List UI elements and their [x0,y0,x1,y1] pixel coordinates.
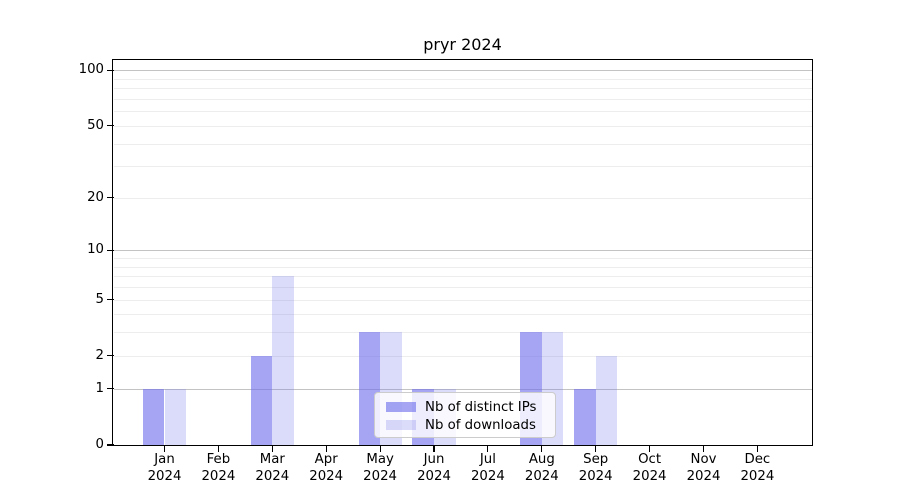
legend-swatch-downloads [386,420,416,430]
legend-item-downloads: Nb of downloads [386,416,547,434]
x-tick-label-feb: Feb 2024 [201,452,236,484]
y-tick-mark-5 [106,298,114,301]
gridline-minor-80 [113,88,812,90]
x-tick-label-may: May 2024 [363,452,398,484]
gridline-minor-8 [113,266,812,268]
x-tick-label-jul: Jul 2024 [470,452,505,484]
bar-layer [114,60,813,445]
gridline-minor-20 [113,197,812,199]
gridline-minor-9 [113,258,812,259]
x-tick-label-sep: Sep 2024 [578,452,613,484]
y-tick-label-1: 1 [95,380,104,396]
legend-item-distinct-ips: Nb of distinct IPs [386,398,547,416]
x-tick-mark-7 [541,445,543,452]
gridline-major-100 [113,70,812,72]
y-tick-label-10: 10 [87,242,104,258]
y-tick-label-50: 50 [87,117,104,133]
x-tick-mark-2 [271,445,273,452]
x-tick-mark-8 [595,445,597,452]
bar-downloads-mar [272,276,294,445]
grid-layer [113,60,812,445]
gridline-minor-30 [113,166,812,168]
y-tick-mark-0 [106,444,114,446]
x-tick-mark-3 [325,445,327,452]
gridline-minor-50 [113,125,812,127]
x-tick-label-dec: Dec 2024 [740,452,775,484]
x-tick-mark-5 [433,445,435,452]
y-tick-label-2: 2 [95,347,104,363]
gridline-minor-2 [113,355,812,357]
y-tick-label-5: 5 [95,291,104,307]
x-tick-mark-4 [379,445,381,452]
gridline-major-10 [113,250,812,252]
x-tick-mark-6 [487,445,489,452]
y-tick-label-20: 20 [87,189,104,205]
x-tick-label-jun: Jun 2024 [417,452,451,484]
gridline-minor-6 [113,287,812,288]
bar-distinct-ips-sep [574,388,596,445]
y-tick-label-100: 100 [78,62,104,78]
legend: Nb of distinct IPs Nb of downloads [374,392,556,438]
legend-label-downloads: Nb of downloads [425,417,536,433]
bar-distinct-ips-jan [142,388,165,445]
gridline-minor-60 [113,111,812,113]
y-tick-mark-20 [106,197,114,199]
gridline-minor-70 [113,98,812,100]
gridline-minor-4 [113,314,812,316]
x-tick-mark-11 [756,445,758,452]
gridline-minor-5 [113,299,812,301]
x-tick-mark-10 [702,445,705,452]
x-tick-label-mar: Mar 2024 [255,452,290,484]
x-tick-label-aug: Aug 2024 [524,452,559,484]
x-tick-mark-9 [649,445,651,452]
x-tick-label-oct: Oct 2024 [632,452,667,484]
gridline-minor-40 [113,143,812,145]
bar-downloads-sep [595,355,618,445]
plot-area [113,60,813,445]
bar-downloads-jan [164,388,187,445]
x-tick-label-jan: Jan 2024 [147,452,182,484]
y-tick-mark-1 [106,388,114,390]
x-tick-mark-0 [163,445,166,452]
bar-distinct-ips-mar [250,355,273,445]
x-tick-mark-1 [217,445,219,452]
y-tick-mark-100 [106,69,114,71]
y-tick-mark-10 [106,249,114,251]
legend-label-distinct-ips: Nb of distinct IPs [425,399,537,415]
gridline-minor-3 [113,332,812,334]
x-tick-label-apr: Apr 2024 [309,452,344,484]
chart-title: pryr 2024 [423,35,502,54]
legend-swatch-distinct-ips [386,402,416,412]
y-tick-label-0: 0 [95,437,104,452]
gridline-minor-90 [113,78,812,80]
x-tick-label-nov: Nov 2024 [686,452,721,484]
y-tick-mark-2 [106,355,114,357]
gridline-minor-7 [113,276,812,278]
y-tick-mark-50 [106,125,114,127]
gridline-major-1 [113,388,812,390]
